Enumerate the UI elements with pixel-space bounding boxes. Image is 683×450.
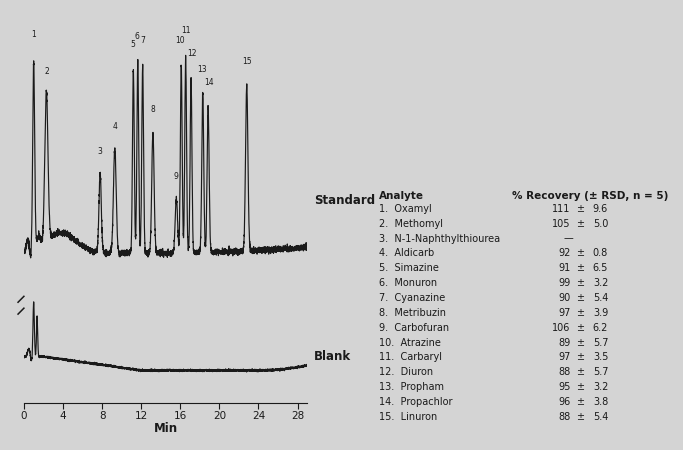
Text: 5.4: 5.4 [593,412,609,422]
Text: 5: 5 [130,40,135,50]
Text: 90: 90 [558,293,570,303]
Text: 7.  Cyanazine: 7. Cyanazine [379,293,445,303]
Text: ±: ± [576,367,584,377]
Text: 13: 13 [197,65,207,74]
Text: ±: ± [576,204,584,214]
Text: 3: 3 [98,147,102,156]
Text: ±: ± [576,382,584,392]
Text: ±: ± [576,323,584,333]
Text: 9.  Carbofuran: 9. Carbofuran [379,323,449,333]
X-axis label: Min: Min [154,423,178,436]
Text: 89: 89 [558,338,570,347]
Text: ±: ± [576,219,584,229]
Text: ±: ± [576,338,584,347]
Text: 6.  Monuron: 6. Monuron [379,278,437,288]
Text: 2: 2 [44,68,48,76]
Text: Analyte: Analyte [379,191,424,201]
Text: ±: ± [576,308,584,318]
Text: 9: 9 [174,171,179,180]
Text: 3.5: 3.5 [593,352,609,362]
Text: ±: ± [576,412,584,422]
Text: Standard: Standard [314,194,375,207]
Text: 5.  Simazine: 5. Simazine [379,263,439,273]
Text: % Recovery (± RSD, n = 5): % Recovery (± RSD, n = 5) [512,191,669,201]
Text: 96: 96 [558,397,570,407]
Text: ±: ± [576,248,584,258]
Text: 111: 111 [552,204,570,214]
Text: 11: 11 [181,26,191,35]
Text: 92: 92 [558,248,570,258]
Text: 5.7: 5.7 [593,367,609,377]
Text: 0.8: 0.8 [593,248,608,258]
Text: 1: 1 [31,30,36,39]
Text: Blank: Blank [314,350,351,363]
Text: 13.  Propham: 13. Propham [379,382,444,392]
Text: 14.  Propachlor: 14. Propachlor [379,397,453,407]
Text: 105: 105 [552,219,570,229]
Text: ±: ± [576,352,584,362]
Text: 88: 88 [558,412,570,422]
Text: 2.  Methomyl: 2. Methomyl [379,219,443,229]
Text: 3.8: 3.8 [593,397,608,407]
Text: 5.7: 5.7 [593,338,609,347]
Text: 3.  N-1-Naphthylthiourea: 3. N-1-Naphthylthiourea [379,234,500,243]
Text: 97: 97 [558,352,570,362]
Text: ±: ± [576,293,584,303]
Text: 106: 106 [552,323,570,333]
Text: 4: 4 [113,122,117,130]
Text: 6.5: 6.5 [593,263,609,273]
Text: 3.2: 3.2 [593,278,609,288]
Text: 12: 12 [186,49,196,58]
Text: 14: 14 [204,78,214,87]
Text: 5.4: 5.4 [593,293,609,303]
Text: 10.  Atrazine: 10. Atrazine [379,338,441,347]
Text: 11.  Carbaryl: 11. Carbaryl [379,352,442,362]
Text: ±: ± [576,397,584,407]
Text: —: — [563,234,573,243]
Text: 4.  Aldicarb: 4. Aldicarb [379,248,434,258]
Text: 8.  Metribuzin: 8. Metribuzin [379,308,446,318]
Text: 6: 6 [135,32,140,41]
Text: 3.9: 3.9 [593,308,608,318]
Text: 95: 95 [558,382,570,392]
Text: 10: 10 [176,36,185,45]
Text: 97: 97 [558,308,570,318]
Text: 1.  Oxamyl: 1. Oxamyl [379,204,432,214]
Text: ±: ± [576,278,584,288]
Text: 6.2: 6.2 [593,323,609,333]
Text: 3.2: 3.2 [593,382,609,392]
Text: 91: 91 [558,263,570,273]
Text: 12.  Diuron: 12. Diuron [379,367,433,377]
Text: 9.6: 9.6 [593,204,608,214]
Text: ±: ± [576,263,584,273]
Text: 5.0: 5.0 [593,219,609,229]
Text: 88: 88 [558,367,570,377]
Text: 15.  Linuron: 15. Linuron [379,412,437,422]
Text: 8: 8 [150,105,155,114]
Text: 7: 7 [141,36,145,45]
Text: 99: 99 [558,278,570,288]
Text: 15: 15 [242,57,251,66]
